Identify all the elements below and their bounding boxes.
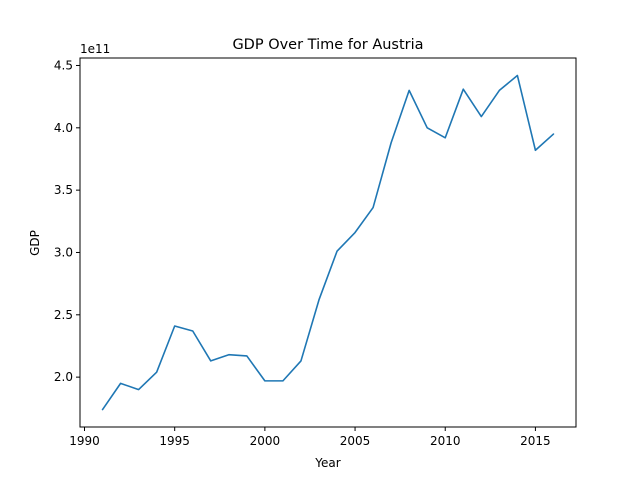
y-axis-label: GDP	[28, 230, 42, 256]
y-axis-ticks: 2.0 2.5 3.0 3.5 4.0 4.5	[54, 58, 80, 384]
x-axis-ticks: 1990 1995 2000 2005 2010 2015	[69, 427, 551, 448]
plot-area	[101, 74, 555, 411]
x-tick-label: 2010	[430, 434, 461, 448]
x-tick-label: 1995	[159, 434, 190, 448]
y-tick-label: 3.5	[54, 183, 73, 197]
y-tick-label: 2.5	[54, 308, 73, 322]
axes-frame	[79, 57, 577, 428]
x-tick-label: 2000	[250, 434, 281, 448]
x-tick-label: 2005	[340, 434, 371, 448]
y-tick-label: 2.0	[54, 370, 73, 384]
x-tick-label: 2015	[520, 434, 551, 448]
y-scale-label: 1e11	[80, 42, 110, 56]
y-tick-label: 4.5	[54, 58, 73, 72]
x-axis-label: Year	[314, 456, 340, 470]
series-line-gdp	[101, 74, 555, 411]
chart-title: GDP Over Time for Austria	[232, 37, 423, 53]
y-tick-label: 4.0	[54, 121, 73, 135]
x-tick-label: 1990	[69, 434, 100, 448]
y-tick-label: 3.0	[54, 245, 73, 259]
